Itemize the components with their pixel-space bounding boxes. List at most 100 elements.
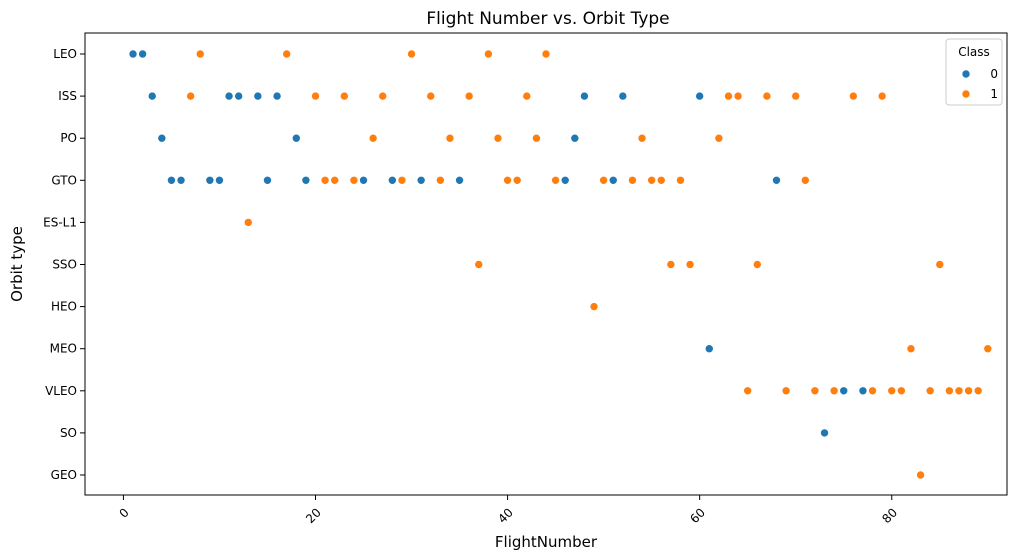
scatter-point-class-1 [724, 91, 733, 101]
scatter-point-class-0 [272, 91, 282, 101]
scatter-point-class-1 [868, 386, 877, 396]
scatter-point-class-0 [157, 133, 167, 143]
y-tick-label: HEO [51, 300, 77, 314]
scatter-point-class-1 [801, 176, 810, 185]
scatter-point-class-1 [320, 176, 330, 185]
scatter-point-class-1 [195, 49, 205, 59]
scatter-point-class-0 [253, 91, 263, 101]
scatter-point-class-1 [983, 344, 993, 354]
scatter-point-class-0 [215, 176, 224, 185]
scatter-point-class-0 [205, 176, 215, 185]
scatter-point-class-0 [291, 133, 301, 143]
scatter-point-class-0 [128, 49, 138, 59]
scatter-point-class-1 [512, 176, 522, 185]
scatter-point-class-0 [388, 176, 397, 185]
scatter-point-class-0 [839, 386, 849, 396]
scatter-point-class-1 [445, 133, 455, 143]
scatter-point-class-1 [426, 91, 436, 101]
y-tick-label: ES-L1 [43, 215, 77, 229]
scatter-point-class-0 [580, 91, 589, 101]
x-tick-label: 0 [116, 505, 131, 520]
scatter-point-class-1 [656, 176, 666, 185]
scatter-point-class-1 [243, 218, 253, 227]
legend-title: Class [958, 45, 990, 59]
scatter-point-class-0 [416, 176, 426, 185]
scatter-point-class-1 [964, 386, 973, 396]
scatter-point-class-1 [647, 176, 656, 185]
x-tick-label: 60 [687, 505, 708, 526]
y-tick-label: GEO [51, 468, 77, 482]
legend: Class 0 1 [945, 38, 1003, 106]
scatter-point-class-1 [464, 91, 474, 101]
legend-marker-0 [961, 69, 971, 79]
chart-title: Flight Number vs. Orbit Type [426, 9, 669, 29]
scatter-point-class-0 [608, 176, 618, 185]
scatter-point-class-1 [503, 176, 512, 185]
scatter-point-class-1 [311, 91, 320, 101]
scatter-point-class-1 [916, 470, 925, 480]
scatter-point-class-0 [263, 176, 272, 185]
scatter-point-class-1 [925, 386, 935, 396]
scatter-point-class-1 [733, 91, 743, 101]
data-points [128, 49, 993, 480]
scatter-point-class-1 [714, 133, 724, 143]
scatter-point-class-0 [695, 91, 704, 101]
scatter-point-class-1 [474, 260, 484, 269]
scatter-point-class-1 [685, 260, 695, 269]
scatter-point-class-1 [589, 302, 599, 311]
scatter-point-class-1 [906, 344, 916, 354]
scatter-point-class-1 [637, 133, 647, 143]
scatter-point-class-1 [781, 386, 791, 396]
scatter-point-class-1 [762, 91, 772, 101]
scatter-point-class-1 [186, 91, 195, 101]
scatter-point-class-1 [849, 91, 858, 101]
scatter-point-class-1 [752, 260, 762, 269]
y-tick-label: ISS [58, 89, 77, 103]
scatter-point-class-0 [359, 176, 368, 185]
scatter-point-class-0 [772, 176, 781, 185]
scatter-point-class-1 [628, 176, 637, 185]
scatter-point-class-0 [858, 386, 868, 396]
scatter-point-class-0 [234, 91, 243, 101]
scatter-point-class-1 [877, 91, 887, 101]
x-axis: 0 20 40 60 80 [116, 495, 900, 526]
scatter-point-class-1 [954, 386, 964, 396]
scatter-point-class-0 [820, 428, 829, 438]
scatter-point-class-1 [743, 386, 752, 396]
scatter-point-class-1 [436, 176, 445, 185]
scatter-point-class-1 [493, 133, 503, 143]
scatter-point-class-0 [455, 176, 464, 185]
x-tick-label: 20 [303, 505, 324, 526]
y-axis: LEO ISS PO GTO ES-L1 SSO HEO MEO VLEO SO GEO [43, 47, 85, 482]
scatter-point-class-0 [167, 176, 176, 185]
scatter-point-class-1 [330, 176, 340, 185]
scatter-point-class-0 [704, 344, 714, 354]
scatter-point-class-1 [676, 176, 685, 185]
scatter-point-class-0 [224, 91, 234, 101]
y-tick-label: GTO [51, 173, 77, 187]
scatter-point-class-1 [541, 49, 551, 59]
scatter-point-class-1 [484, 49, 493, 59]
y-tick-label: SO [60, 426, 77, 440]
scatter-point-class-0 [560, 176, 570, 185]
scatter-point-class-1 [935, 260, 945, 269]
legend-label-0: 0 [990, 67, 998, 81]
scatter-point-class-1 [407, 49, 416, 59]
y-tick-label: PO [60, 131, 77, 145]
legend-marker-1 [961, 89, 971, 99]
x-tick-label: 40 [495, 505, 516, 526]
legend-box [945, 38, 1003, 106]
x-tick-label: 80 [879, 505, 900, 526]
scatter-point-class-1 [791, 91, 801, 101]
y-tick-label: MEO [50, 342, 77, 356]
scatter-point-class-0 [301, 176, 311, 185]
plot-area [84, 32, 1008, 496]
scatter-point-class-1 [340, 91, 349, 101]
scatter-point-class-1 [945, 386, 954, 396]
scatter-point-class-1 [551, 176, 560, 185]
scatter-point-class-1 [349, 176, 359, 185]
scatter-point-class-1 [829, 386, 839, 396]
scatter-point-class-1 [666, 260, 676, 269]
